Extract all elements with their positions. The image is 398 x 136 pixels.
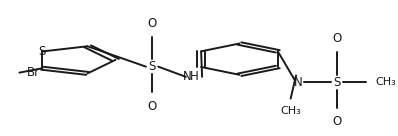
Text: O: O — [332, 115, 341, 128]
Text: CH₃: CH₃ — [280, 106, 301, 116]
Text: O: O — [147, 100, 157, 113]
Text: O: O — [332, 32, 341, 45]
Text: N: N — [294, 76, 303, 89]
Text: S: S — [39, 45, 46, 58]
Text: CH₃: CH₃ — [375, 77, 396, 87]
Text: N: N — [183, 70, 192, 83]
Text: H: H — [190, 70, 199, 83]
Text: Br: Br — [27, 66, 40, 79]
Text: S: S — [148, 60, 156, 73]
Text: S: S — [333, 76, 341, 89]
Text: O: O — [147, 17, 157, 30]
